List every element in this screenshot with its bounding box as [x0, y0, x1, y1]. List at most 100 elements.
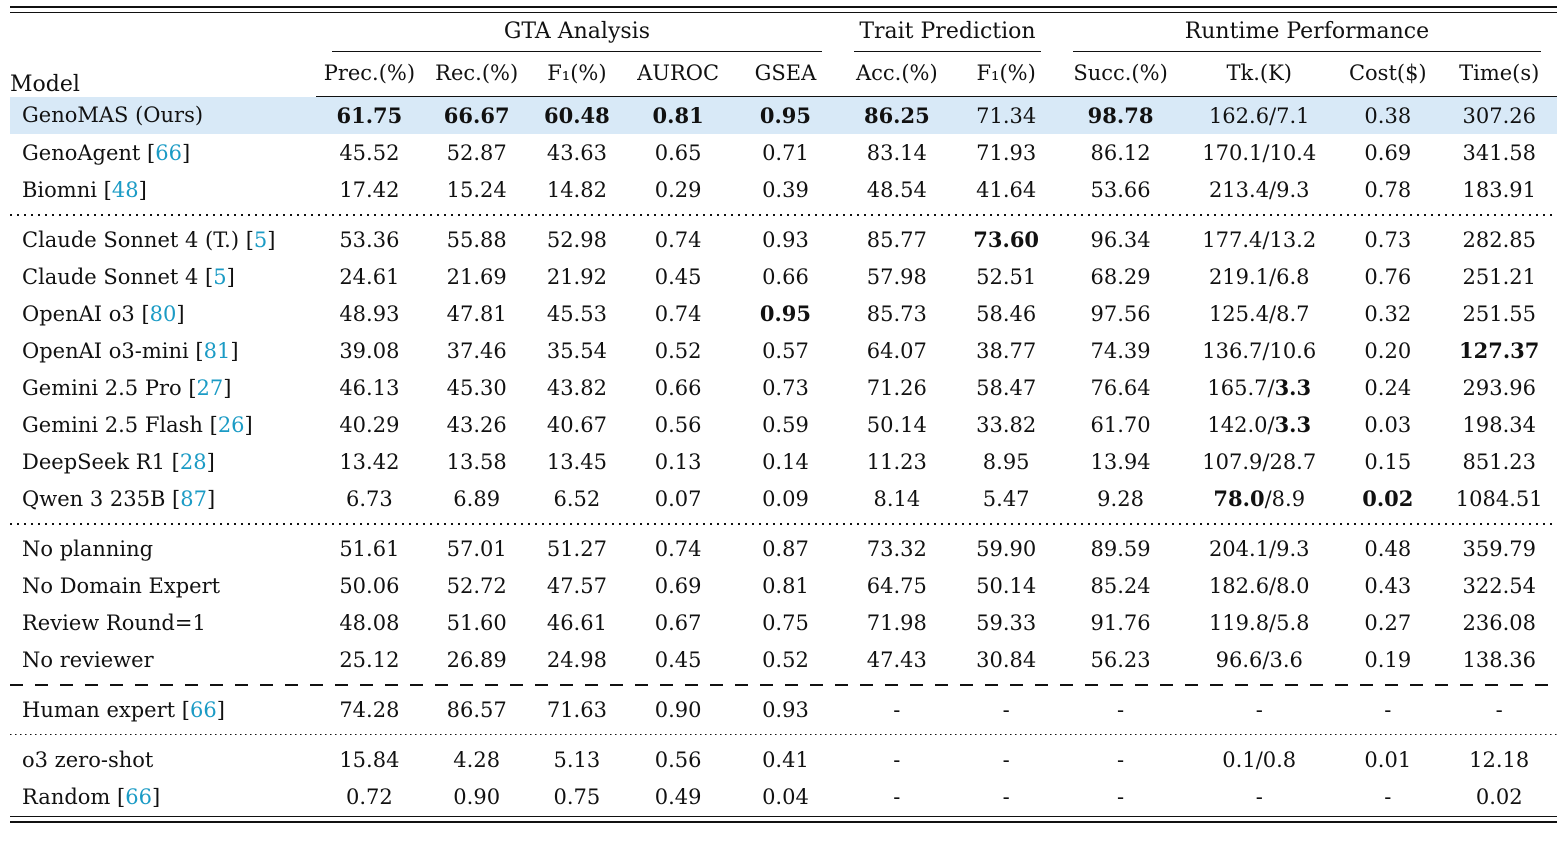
- cell-rec: 51.60: [446, 610, 507, 635]
- separator-row: [10, 678, 1557, 691]
- cell-acc: 71.26: [866, 375, 927, 400]
- cell-succ: -: [1117, 697, 1125, 722]
- citation-link[interactable]: 66: [189, 697, 217, 722]
- model-name: No planning: [22, 536, 154, 561]
- table-row: No reviewer 25.12 26.89 24.98 0.45 0.52 47.43 3…: [10, 641, 1557, 678]
- column-header-prec: Prec.(%): [315, 52, 424, 97]
- cell-time: 322.54: [1462, 573, 1536, 598]
- model-cell: Claude Sonnet 4 [5]: [22, 264, 235, 289]
- separator-row: [10, 728, 1557, 741]
- model-name: DeepSeek R1: [22, 449, 165, 474]
- cell-f1: 13.45: [546, 449, 607, 474]
- citation-link[interactable]: 87: [180, 486, 207, 511]
- cell-acc: 64.75: [866, 573, 927, 598]
- model-name: Human expert: [22, 697, 176, 722]
- results-table: Model GTA Analysis Trait Prediction Runtime…: [10, 15, 1557, 815]
- column-header-f1-trait: F₁(%): [955, 52, 1057, 97]
- cell-f1: 60.48: [544, 103, 610, 128]
- separator-row: [10, 208, 1557, 221]
- table-row: GenoMAS (Ours) 61.75 66.67 60.48 0.81 0.95 86.…: [10, 96, 1557, 134]
- citation-link[interactable]: 27: [196, 375, 224, 400]
- model-cell: Biomni [48]: [22, 177, 147, 202]
- cell-f1-trait: 5.47: [982, 486, 1030, 511]
- bottom-rule: [10, 816, 1557, 823]
- cell-succ: 74.39: [1090, 338, 1151, 363]
- citation-link[interactable]: 80: [149, 301, 177, 326]
- cell-auroc: 0.13: [654, 449, 702, 474]
- citation-link[interactable]: 66: [155, 140, 182, 165]
- model-cell: OpenAI o3 [80]: [22, 301, 185, 326]
- cell-prec: 15.84: [339, 747, 400, 772]
- citation-link[interactable]: 81: [203, 338, 231, 363]
- cell-succ: 86.12: [1090, 140, 1151, 165]
- cell-prec: 51.61: [339, 536, 400, 561]
- table-row: Gemini 2.5 Flash [26] 40.29 43.26 40.67 0.56…: [10, 406, 1557, 443]
- cell-time: 282.85: [1462, 227, 1536, 252]
- header-sub-row: Prec.(%) Rec.(%) F₁(%) AUROC GSEA Acc.(%) F₁(%…: [10, 52, 1557, 97]
- column-header-acc: Acc.(%): [838, 52, 956, 97]
- table-row: No Domain Expert 50.06 52.72 47.57 0.69 0.81 6…: [10, 567, 1557, 604]
- cell-gsea: 0.93: [762, 697, 809, 722]
- cell-gsea: 0.93: [762, 227, 809, 252]
- column-header-time: Time(s): [1441, 52, 1557, 97]
- separator-line: [10, 683, 1557, 686]
- cell-f1-trait: 8.95: [982, 449, 1030, 474]
- cell-gsea: 0.57: [762, 338, 809, 363]
- citation-link[interactable]: 5: [253, 227, 268, 252]
- cell-auroc: 0.69: [654, 573, 702, 598]
- table-head: Model GTA Analysis Trait Prediction Runtime…: [10, 15, 1557, 97]
- cell-f1: 21.92: [546, 264, 607, 289]
- model-cell: No planning: [10, 530, 316, 567]
- cell-gsea: 0.75: [762, 610, 809, 635]
- table-row: Claude Sonnet 4 (T.) [5] 53.36 55.88 52.98 0…: [10, 221, 1557, 258]
- cell-time: 127.37: [1459, 338, 1540, 363]
- cell-tk: 170.1/10.4: [1202, 140, 1317, 165]
- cell-time: 138.36: [1462, 647, 1536, 672]
- table-row: o3 zero-shot 15.84 4.28 5.13 0.56 0.41 - - - 0.1/…: [10, 741, 1557, 778]
- cell-acc: 47.43: [866, 647, 927, 672]
- cell-succ: 76.64: [1090, 375, 1151, 400]
- cell-gsea: 0.09: [762, 486, 809, 511]
- citation-link[interactable]: 66: [125, 784, 152, 809]
- cell-tk: -: [1255, 784, 1263, 809]
- cell-tk: 142.0/3.3: [1207, 412, 1312, 437]
- model-cell: No Domain Expert: [10, 567, 316, 604]
- cell-f1: 5.13: [553, 747, 601, 772]
- cell-f1: 51.27: [546, 536, 607, 561]
- group-header-runtime-performance: Runtime Performance: [1057, 15, 1557, 52]
- model-name: No Domain Expert: [22, 573, 221, 598]
- cell-cost: 0.73: [1364, 227, 1412, 252]
- citation-link[interactable]: 26: [217, 412, 245, 437]
- cell-tk: 165.7/3.3: [1207, 375, 1312, 400]
- separator-line: [10, 522, 1557, 525]
- cell-f1-trait: -: [1002, 747, 1010, 772]
- cell-tk: 107.9/28.7: [1202, 449, 1317, 474]
- cell-prec: 6.73: [346, 486, 393, 511]
- citation-link[interactable]: 5: [213, 264, 227, 289]
- table-body: GenoMAS (Ours) 61.75 66.67 60.48 0.81 0.95 86.…: [10, 96, 1557, 816]
- model-name: o3 zero-shot: [22, 747, 154, 772]
- cell-cost: 0.76: [1364, 264, 1412, 289]
- cell-rec: 57.01: [446, 536, 507, 561]
- table-row: Random [66] 0.72 0.90 0.75 0.49 0.04 - - - - - 0.02: [10, 778, 1557, 815]
- cell-auroc: 0.66: [654, 375, 702, 400]
- citation-link[interactable]: 48: [111, 177, 139, 202]
- model-name: Gemini 2.5 Flash: [22, 412, 203, 437]
- cell-f1-trait: 71.93: [976, 140, 1037, 165]
- model-name: No reviewer: [22, 647, 154, 672]
- cell-time: 183.91: [1462, 177, 1536, 202]
- cell-f1-trait: 59.33: [976, 610, 1037, 635]
- cell-acc: 11.23: [866, 449, 927, 474]
- cell-cost: 0.48: [1364, 536, 1412, 561]
- cell-rec: 13.58: [446, 449, 507, 474]
- model-name: Claude Sonnet 4 (T.): [22, 227, 240, 252]
- table-row: Qwen 3 235B [87] 6.73 6.89 6.52 0.07 0.09 8.14…: [10, 480, 1557, 517]
- cell-time: 851.23: [1462, 449, 1536, 474]
- cell-f1-trait: 50.14: [976, 573, 1037, 598]
- cell-acc: 64.07: [866, 338, 927, 363]
- table-row: DeepSeek R1 [28] 13.42 13.58 13.45 0.13 0.14 1…: [10, 443, 1557, 480]
- citation-link[interactable]: 28: [179, 449, 207, 474]
- cell-tk: 219.1/6.8: [1208, 264, 1310, 289]
- cell-auroc: 0.49: [654, 784, 702, 809]
- cell-auroc: 0.07: [654, 486, 702, 511]
